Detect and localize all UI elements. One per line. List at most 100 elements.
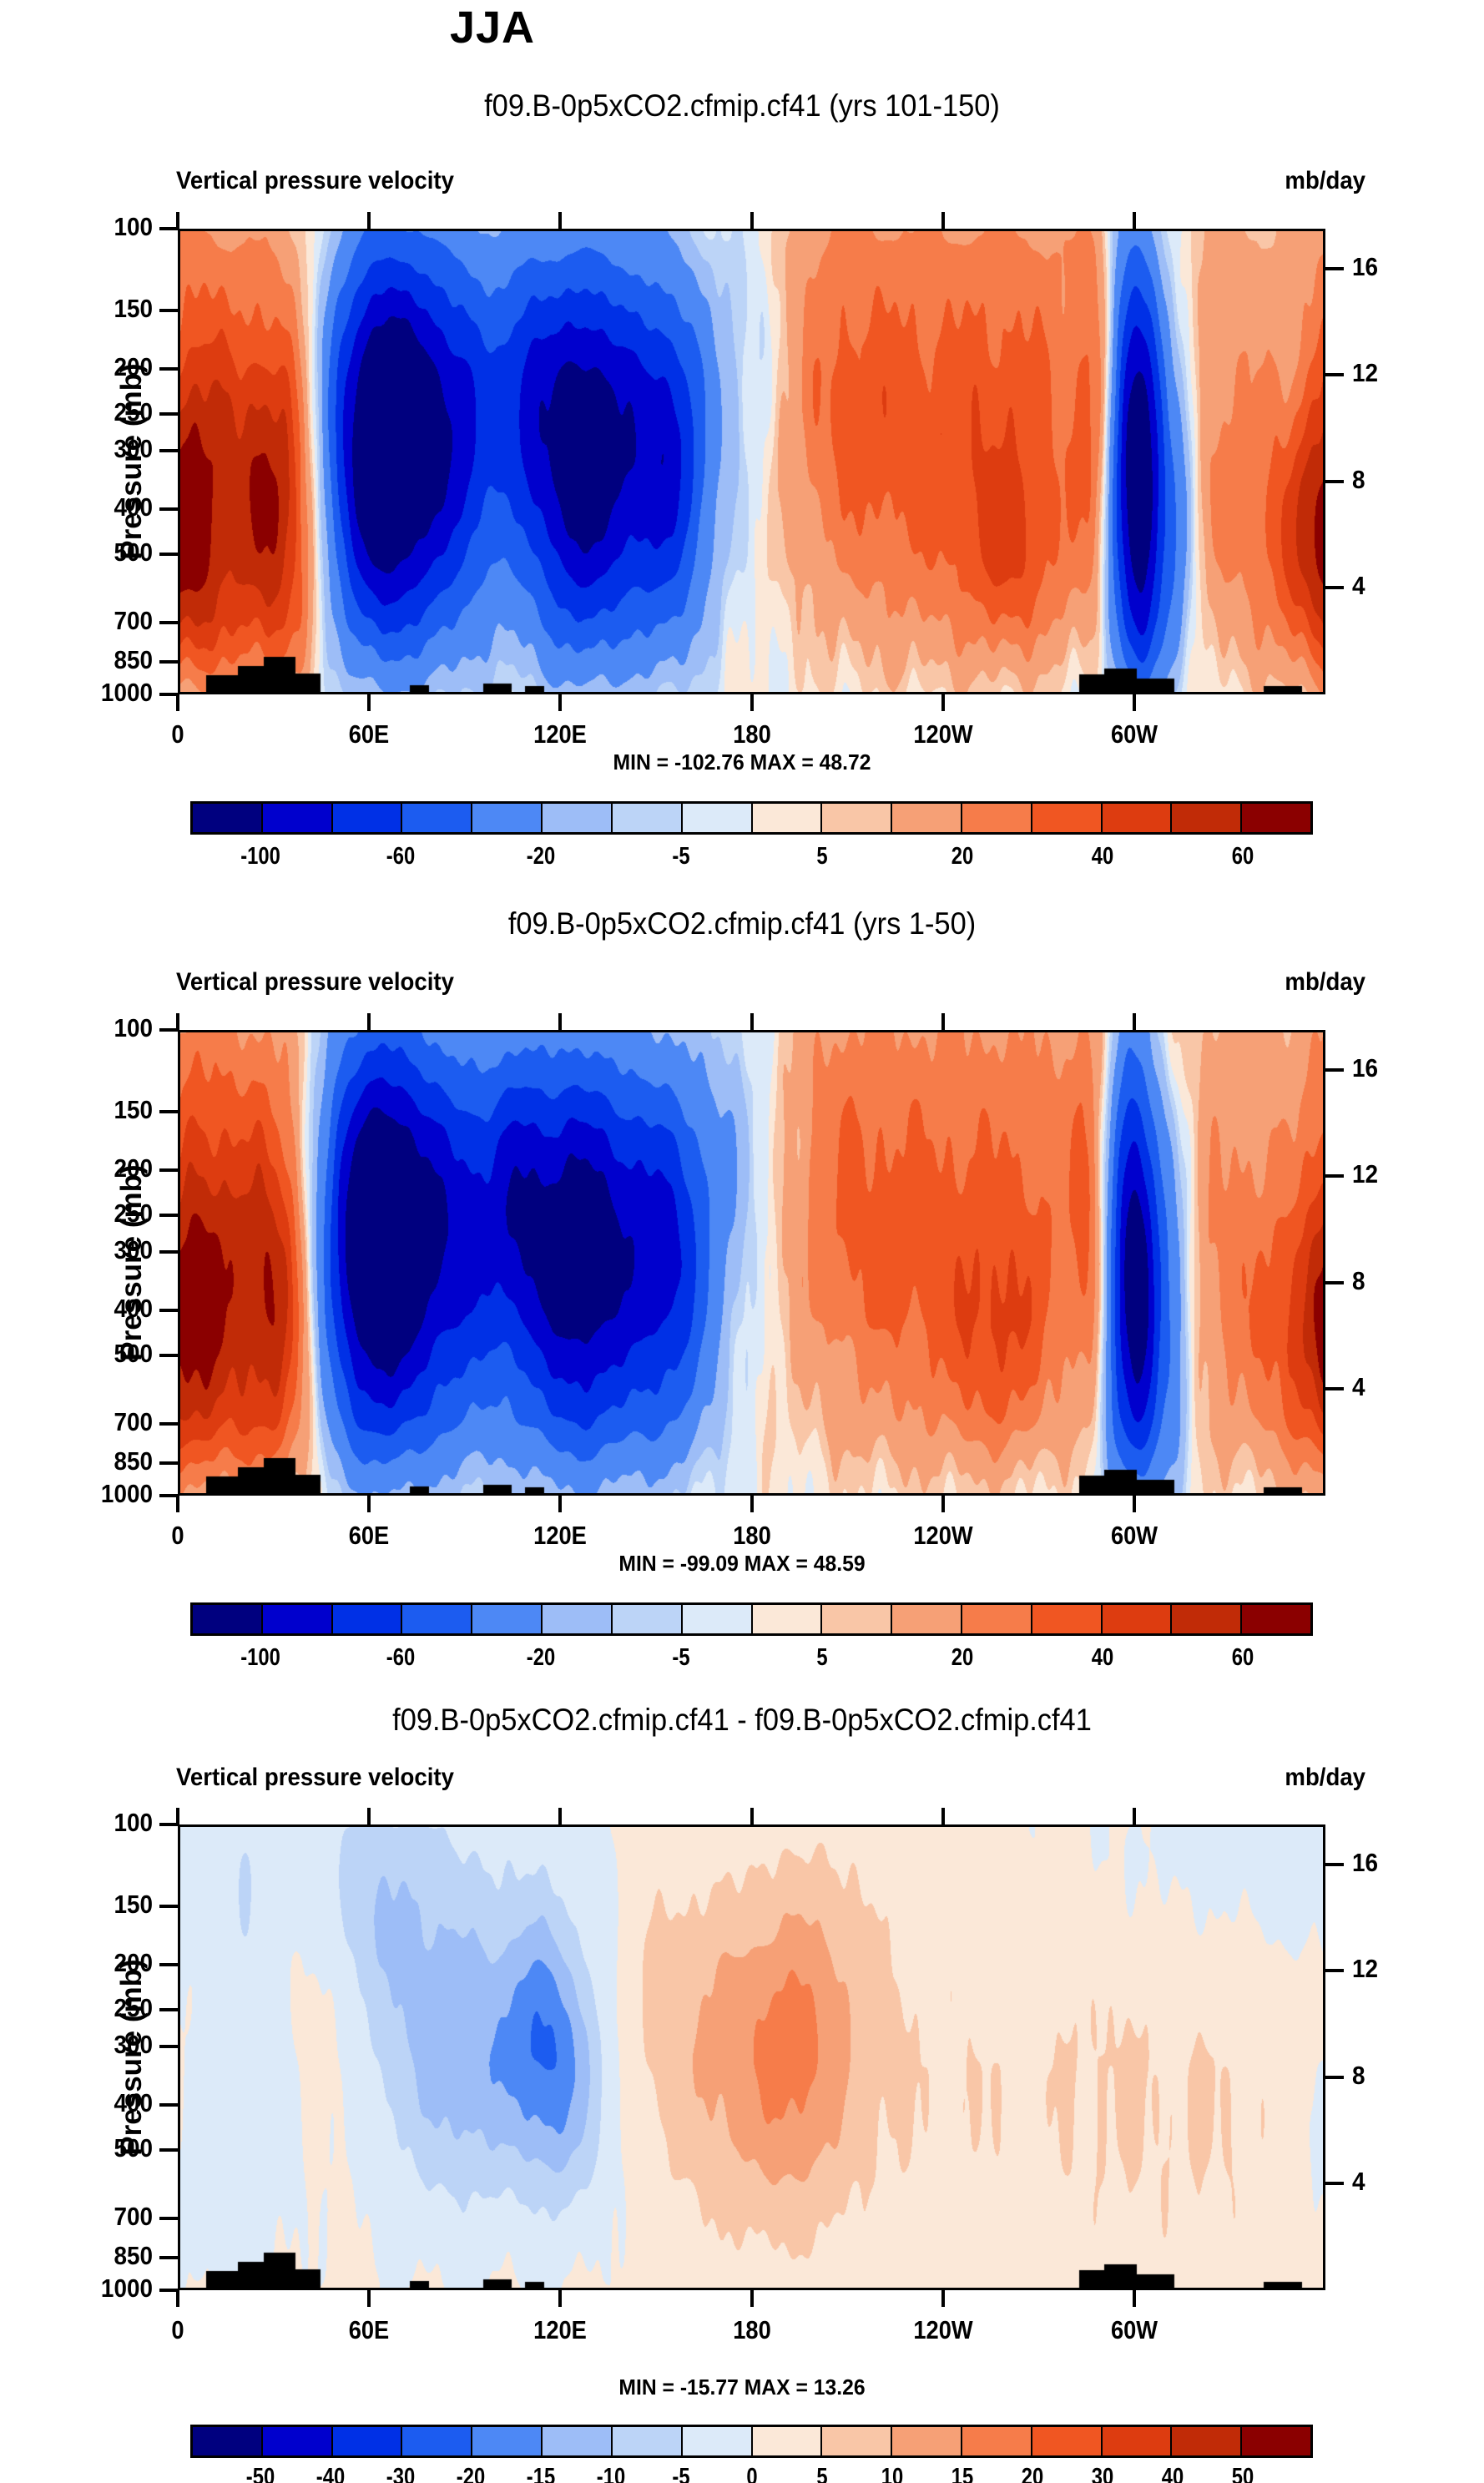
y-tickmark [159, 693, 178, 696]
y2-tickmark [1325, 266, 1344, 270]
y-tick-label: 500 [114, 1339, 153, 1369]
y-tickmark [159, 412, 178, 416]
y-tickmark [159, 2255, 178, 2259]
colorbar-cell [822, 1605, 893, 1633]
colorbar-cell [752, 1605, 823, 1633]
y-tickmark [159, 507, 178, 511]
colorbar-tick-label: -60 [386, 843, 416, 870]
x-tickmark [1132, 2290, 1136, 2307]
y-axis-title: Pressure (mb) [115, 1164, 148, 1361]
panel-1-variable-label: Vertical pressure velocity [176, 167, 454, 194]
colorbar-cell [962, 804, 1032, 832]
x-tickmark-top [558, 1808, 563, 1824]
y-tick-label: 150 [114, 1890, 153, 1920]
colorbar-cell [612, 2427, 683, 2455]
panel-2-units-label: mb/day [1285, 968, 1365, 996]
y2-tick-label: 16 [1352, 1847, 1379, 1877]
y2-tick-label: 4 [1352, 1372, 1365, 1402]
y2-tick-label: 12 [1352, 1159, 1379, 1189]
colorbar-cell [262, 804, 333, 832]
x-tick-label: 180 [732, 719, 771, 749]
panel-3-contour-field [180, 1827, 1323, 2288]
colorbar-tick-label: -20 [527, 843, 556, 870]
y-tickmark [159, 1823, 178, 1826]
x-tick-label: 0 [171, 719, 184, 749]
x-tick-label: 60E [348, 1521, 390, 1550]
panel-3-colorbar [190, 2425, 1313, 2458]
y-tickmark [159, 1110, 178, 1114]
colorbar-cell [1102, 804, 1173, 832]
panel-1-plot-area [178, 229, 1325, 694]
colorbar-tick-label: 40 [1091, 843, 1114, 870]
x-tickmark-top [750, 1808, 754, 1824]
y-tick-label: 400 [114, 2087, 153, 2117]
colorbar-tick-label: 40 [1161, 2464, 1184, 2483]
colorbar-tick-label: 15 [951, 2464, 973, 2483]
y-tickmark [159, 227, 178, 230]
panel-2-minmax: MIN = -99.09 MAX = 48.59 [618, 1551, 866, 1576]
y-tickmark [159, 1028, 178, 1032]
panel-1-title: f09.B-0p5xCO2.cfmip.cf41 (yrs 101-150) [484, 88, 1000, 123]
x-tick-label: 120E [533, 1521, 588, 1550]
y2-tickmark [1325, 586, 1344, 590]
colorbar-tick-label: -60 [386, 1644, 416, 1671]
colorbar-tick-label: 5 [815, 1644, 828, 1671]
x-tickmark [750, 2290, 754, 2307]
y-tick-label: 400 [114, 1293, 153, 1323]
colorbar-cell [472, 804, 543, 832]
y-tickmark [159, 2045, 178, 2049]
y-tickmark [159, 620, 178, 624]
panel-3-plot-area [178, 1824, 1325, 2290]
colorbar-tick-label: 50 [1231, 2464, 1254, 2483]
colorbar-cell [543, 2427, 613, 2455]
y-tickmark [159, 1214, 178, 1218]
x-tick-label: 60W [1110, 1521, 1158, 1550]
colorbar-tick-label: -40 [315, 2464, 346, 2483]
colorbar-cell [1032, 1605, 1103, 1633]
y-tickmark [159, 366, 178, 371]
y-tickmark [159, 2008, 178, 2012]
y-tick-label: 250 [114, 1993, 153, 2023]
y-tickmark [159, 1962, 178, 1966]
panel-2-contour-field [180, 1032, 1323, 1493]
x-tickmark-top [1132, 1013, 1136, 1030]
colorbar-cell [402, 804, 473, 832]
colorbar-tick-label: -15 [527, 2464, 556, 2483]
x-tickmark [941, 2290, 945, 2307]
colorbar-tick-label: -5 [672, 2464, 691, 2483]
y-axis-title: Pressure (mb) [115, 1959, 148, 2156]
colorbar-tick-label: 5 [815, 843, 828, 870]
y-tickmark [159, 1168, 178, 1172]
x-tick-label: 180 [732, 2315, 771, 2344]
y-tick-label: 100 [114, 212, 153, 241]
y-tick-label: 150 [114, 1095, 153, 1125]
colorbar-tick-label: -100 [240, 1644, 280, 1671]
x-tickmark-top [1132, 212, 1136, 229]
colorbar-cell [402, 2427, 473, 2455]
colorbar-cell [892, 804, 962, 832]
y-tick-label: 300 [114, 434, 153, 464]
x-tickmark-top [750, 1013, 754, 1030]
panel-3-minmax: MIN = -15.77 MAX = 13.26 [618, 2374, 866, 2400]
colorbar-cell [752, 804, 823, 832]
y2-tick-label: 16 [1352, 251, 1379, 281]
y2-tickmark [1325, 2075, 1344, 2079]
x-tick-label: 0 [171, 1521, 184, 1550]
colorbar-tick-label: -20 [527, 1644, 556, 1671]
y-tickmark [159, 2102, 178, 2107]
panel-3-title: f09.B-0p5xCO2.cfmip.cf41 - f09.B-0p5xCO2… [392, 1703, 1092, 1737]
x-tickmark-top [367, 1808, 371, 1824]
colorbar-tick-label: -100 [240, 843, 280, 870]
panel-1-contour-field [180, 231, 1323, 692]
x-tick-label: 120W [913, 1521, 973, 1550]
colorbar-cell [612, 1605, 683, 1633]
y-tickmark [159, 1250, 178, 1254]
x-tickmark [558, 2290, 563, 2307]
y-tick-label: 300 [114, 1235, 153, 1265]
colorbar-tick-label: -10 [597, 2464, 626, 2483]
y-tick-label: 700 [114, 1406, 153, 1436]
colorbar-cell [262, 1605, 333, 1633]
colorbar-cell [543, 804, 613, 832]
colorbar-cell [193, 804, 263, 832]
